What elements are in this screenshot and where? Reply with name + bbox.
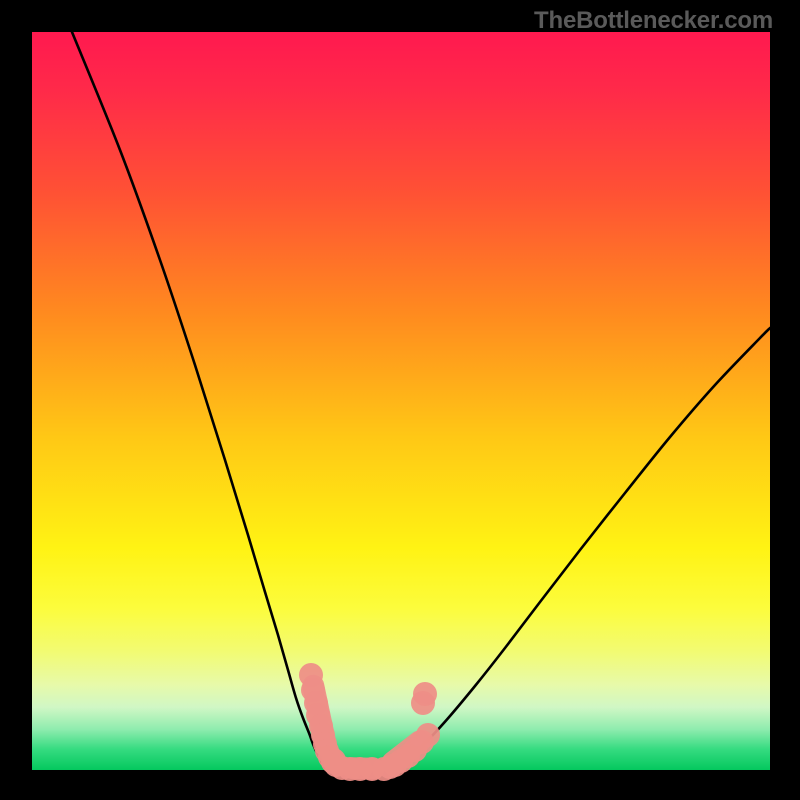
- watermark-text: TheBottlenecker.com: [534, 7, 773, 35]
- curve-layer: [0, 0, 800, 800]
- data-point-marker: [413, 682, 437, 706]
- data-point-marker: [416, 723, 440, 747]
- chart-frame: TheBottlenecker.com: [0, 0, 800, 800]
- curve-left: [72, 32, 328, 769]
- curve-right: [388, 328, 770, 769]
